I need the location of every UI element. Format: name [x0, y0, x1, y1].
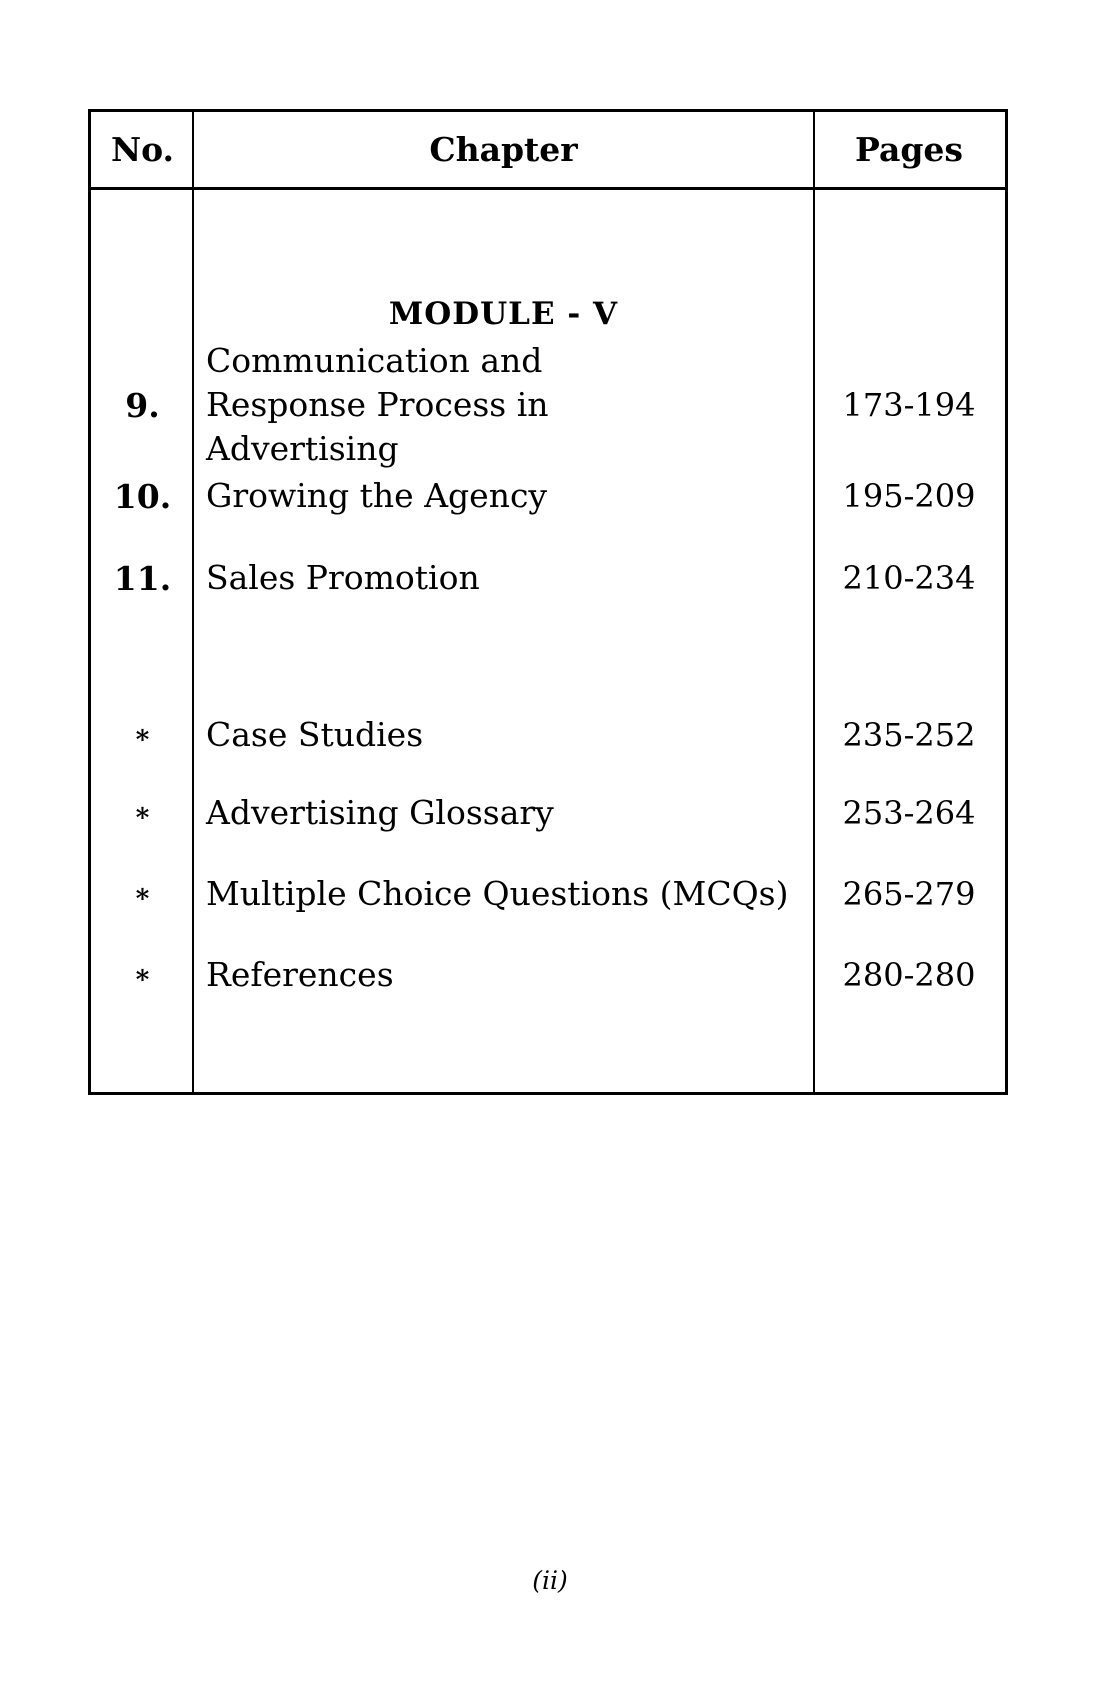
row-pages: 265-279 [842, 875, 976, 913]
page-number-label: (ii) [532, 1566, 568, 1595]
header-chapter: Chapter [429, 130, 578, 169]
row-chapter: References [206, 955, 394, 994]
row-pages: 210-234 [842, 559, 976, 597]
header-no: No. [110, 130, 175, 169]
row-number: 10. [113, 476, 172, 516]
row-pages: 173-194 [842, 386, 976, 424]
row-chapter: Growing the Agency [206, 476, 548, 515]
row-pages: 280-280 [842, 956, 976, 994]
row-chapter: Sales Promotion [206, 558, 480, 597]
row-number: 9. [125, 385, 160, 425]
row-pages: 235-252 [842, 716, 976, 754]
row-pages: 253-264 [842, 794, 976, 832]
table-row: ∗ Advertising Glossary 253-264 [91, 791, 1005, 835]
column-divider-1 [192, 112, 194, 1092]
row-chapter: Multiple Choice Questions (MCQs) [206, 874, 789, 913]
row-chapter: Communication and Response Process in Ad… [194, 339, 813, 471]
table-row: ∗ References 280-280 [91, 953, 1005, 997]
row-chapter: Case Studies [206, 715, 424, 754]
table-row: 9. Communication and Response Process in… [91, 341, 1005, 468]
table-header-row: No. Chapter Pages [91, 112, 1005, 190]
asterisk-bullet: ∗ [133, 798, 152, 828]
header-pages: Pages [855, 130, 963, 169]
table-row: ∗ Multiple Choice Questions (MCQs) 265-2… [91, 872, 1005, 916]
table-row: 11. Sales Promotion 210-234 [91, 556, 1005, 600]
asterisk-bullet: ∗ [133, 960, 152, 990]
asterisk-bullet: ∗ [133, 720, 152, 750]
row-chapter-text: Communication and Response Process in Ad… [206, 341, 549, 468]
table-row: 10. Growing the Agency 195-209 [91, 474, 1005, 518]
module-heading: MODULE - V [388, 296, 619, 332]
column-divider-2 [813, 112, 815, 1092]
asterisk-bullet: ∗ [133, 879, 152, 909]
contents-table: No. Chapter Pages MODULE - V 9. Communic… [88, 109, 1008, 1095]
row-chapter: Advertising Glossary [206, 793, 554, 832]
table-row: ∗ Case Studies 235-252 [91, 713, 1005, 757]
row-number: 11. [113, 558, 172, 598]
row-pages: 195-209 [842, 477, 976, 515]
